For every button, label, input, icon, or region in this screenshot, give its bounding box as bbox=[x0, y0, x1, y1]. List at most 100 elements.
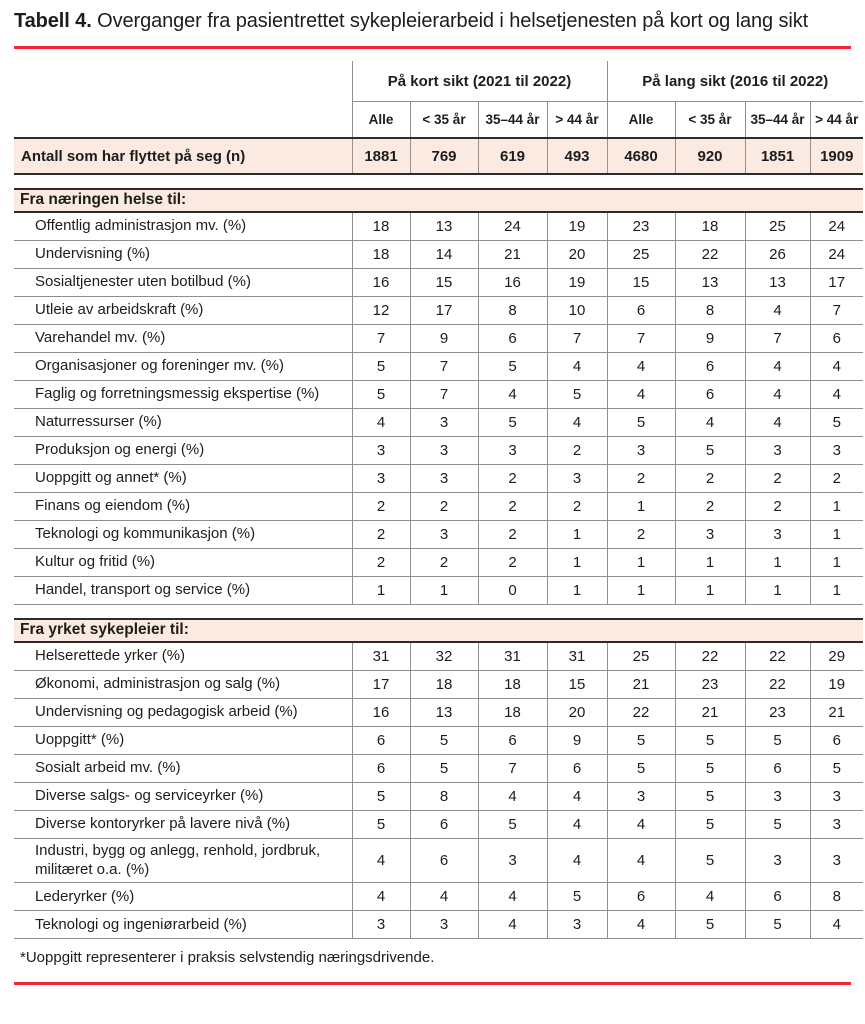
row-label: Diverse salgs- og serviceyrker (%) bbox=[14, 782, 352, 811]
value-cell: 1 bbox=[409, 576, 478, 605]
value-cell: 4 bbox=[409, 882, 478, 912]
value-cell: 2 bbox=[546, 436, 607, 465]
table-row: Utleie av arbeidskraft (%) 12 17 8 10 6 8 4 7 bbox=[14, 296, 863, 325]
row-label: Uoppgitt og annet* (%) bbox=[14, 464, 352, 493]
row-label: Varehandel mv. (%) bbox=[14, 324, 352, 353]
row-label: Handel, transport og service (%) bbox=[14, 576, 352, 605]
value-cell: 3 bbox=[351, 910, 410, 940]
value-cell: 16 bbox=[477, 268, 547, 297]
value-cell: 3 bbox=[606, 782, 675, 811]
value-cell: 3 bbox=[477, 436, 547, 465]
value-cell: 23 bbox=[674, 670, 745, 699]
value-cell: 4 bbox=[546, 838, 607, 884]
value-cell: 5 bbox=[674, 910, 745, 940]
value-cell: 5 bbox=[674, 810, 745, 839]
value-cell: 2 bbox=[351, 548, 410, 577]
corner-cell bbox=[14, 61, 352, 101]
table-row: Teknologi og kommunikasjon (%) 2 3 2 1 2 3 3 1 bbox=[14, 520, 863, 549]
value-cell: 3 bbox=[744, 838, 810, 884]
table-row: Naturressurser (%) 4 3 5 4 5 4 4 5 bbox=[14, 408, 863, 437]
count-row: Antall som har flyttet på seg (n) 1881 769… bbox=[14, 137, 863, 176]
value-cell: 6 bbox=[809, 726, 863, 755]
row-label: Kultur og fritid (%) bbox=[14, 548, 352, 577]
value-cell: 23 bbox=[744, 698, 810, 727]
table-row: Varehandel mv. (%) 7 9 6 7 7 9 7 6 bbox=[14, 324, 863, 353]
value-cell: 5 bbox=[674, 726, 745, 755]
value-cell: 18 bbox=[674, 212, 745, 241]
value-cell: 5 bbox=[477, 408, 547, 437]
value-cell: 7 bbox=[409, 380, 478, 409]
count-value-cell: 1909 bbox=[809, 137, 863, 176]
value-cell: 1 bbox=[546, 576, 607, 605]
value-cell: 5 bbox=[409, 754, 478, 783]
value-cell: 4 bbox=[477, 910, 547, 940]
value-cell: 4 bbox=[477, 380, 547, 409]
value-cell: 2 bbox=[744, 492, 810, 521]
column-header-4: Alle bbox=[606, 101, 675, 139]
value-cell: 25 bbox=[606, 642, 675, 671]
value-cell: 4 bbox=[809, 910, 863, 940]
row-label: Teknologi og ingeniørarbeid (%) bbox=[14, 910, 352, 940]
value-cell: 6 bbox=[477, 324, 547, 353]
value-cell: 1 bbox=[809, 576, 863, 605]
value-cell: 13 bbox=[674, 268, 745, 297]
table-row: Sosialt arbeid mv. (%) 6 5 7 6 5 5 6 5 bbox=[14, 754, 863, 783]
value-cell: 5 bbox=[477, 352, 547, 381]
value-cell: 31 bbox=[351, 642, 410, 671]
value-cell: 3 bbox=[809, 810, 863, 839]
value-cell: 5 bbox=[809, 754, 863, 783]
row-label: Produksjon og energi (%) bbox=[14, 436, 352, 465]
section-header: Fra yrket sykepleier til: bbox=[14, 618, 863, 644]
value-cell: 0 bbox=[477, 576, 547, 605]
value-cell: 17 bbox=[809, 268, 863, 297]
corner-cell bbox=[14, 101, 352, 138]
value-cell: 14 bbox=[409, 240, 478, 269]
row-label: Diverse kontoryrker på lavere nivå (%) bbox=[14, 810, 352, 839]
value-cell: 20 bbox=[546, 240, 607, 269]
value-cell: 3 bbox=[351, 464, 410, 493]
row-label: Faglig og forretningsmessig ekspertise (… bbox=[14, 380, 352, 409]
top-divider-rule bbox=[14, 46, 851, 50]
value-cell: 3 bbox=[409, 436, 478, 465]
table-row: Produksjon og energi (%) 3 3 3 2 3 5 3 3 bbox=[14, 436, 863, 465]
value-cell: 2 bbox=[674, 464, 745, 493]
value-cell: 4 bbox=[606, 352, 675, 381]
value-cell: 2 bbox=[744, 464, 810, 493]
value-cell: 1 bbox=[546, 548, 607, 577]
value-cell: 6 bbox=[744, 754, 810, 783]
value-cell: 4 bbox=[546, 782, 607, 811]
spacer-cell bbox=[14, 604, 863, 619]
value-cell: 5 bbox=[351, 352, 410, 381]
table-row: Offentlig administrasjon mv. (%) 18 13 24 19… bbox=[14, 212, 863, 241]
column-header-row: Alle < 35 år 35–44 år > 44 år Alle < 35 år 35–… bbox=[14, 101, 863, 139]
value-cell: 1 bbox=[809, 492, 863, 521]
count-value-cell: 769 bbox=[409, 137, 478, 176]
value-cell: 4 bbox=[674, 408, 745, 437]
value-cell: 3 bbox=[744, 520, 810, 549]
value-cell: 22 bbox=[674, 240, 745, 269]
value-cell: 3 bbox=[744, 436, 810, 465]
value-cell: 2 bbox=[674, 492, 745, 521]
spacer-row bbox=[14, 604, 863, 619]
value-cell: 18 bbox=[477, 670, 547, 699]
table-row: Økonomi, administrasjon og salg (%) 17 18 1… bbox=[14, 670, 863, 699]
value-cell: 2 bbox=[546, 492, 607, 521]
value-cell: 31 bbox=[546, 642, 607, 671]
value-cell: 6 bbox=[809, 324, 863, 353]
value-cell: 2 bbox=[477, 520, 547, 549]
table-row: Teknologi og ingeniørarbeid (%) 3 3 4 3 4 5 5 4 bbox=[14, 910, 863, 940]
column-header-3: > 44 år bbox=[546, 101, 607, 139]
row-label: Sosialtjenester uten botilbud (%) bbox=[14, 268, 352, 297]
count-value-cell: 619 bbox=[477, 137, 547, 176]
transitions-table: På kort sikt (2021 til 2022) På lang sikt… bbox=[14, 61, 863, 940]
value-cell: 4 bbox=[744, 352, 810, 381]
value-cell: 4 bbox=[477, 782, 547, 811]
value-cell: 18 bbox=[409, 670, 478, 699]
value-cell: 3 bbox=[409, 464, 478, 493]
spacer-cell bbox=[14, 174, 863, 189]
value-cell: 7 bbox=[546, 324, 607, 353]
value-cell: 3 bbox=[409, 520, 478, 549]
value-cell: 3 bbox=[409, 408, 478, 437]
table-row: Industri, bygg og anlegg, renhold, jordb… bbox=[14, 838, 863, 884]
value-cell: 5 bbox=[744, 910, 810, 940]
